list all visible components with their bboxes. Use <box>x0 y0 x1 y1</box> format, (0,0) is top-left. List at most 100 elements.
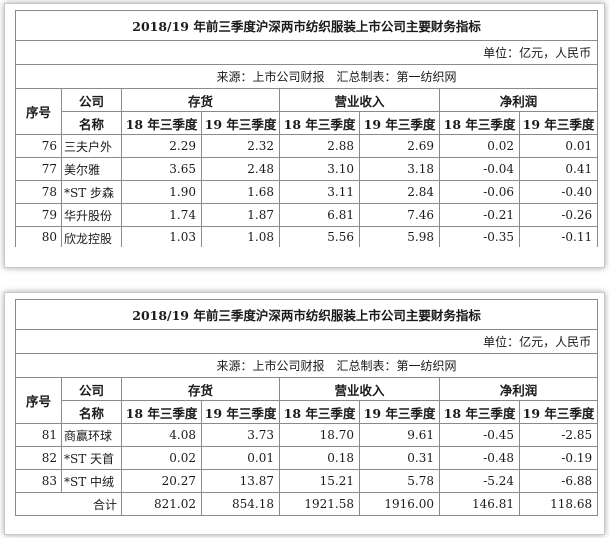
row-inv18: 1.03 <box>121 226 202 247</box>
header-inventory: 存货 <box>121 88 280 112</box>
row-company: 美尔雅 <box>61 157 122 181</box>
row-inv18: 3.65 <box>121 157 202 181</box>
row-index: 76 <box>15 134 62 158</box>
financial-table-2: 2018/19 年前三季度沪深两市纺织服装上市公司主要财务指标 单位：亿元，人民… <box>14 299 599 516</box>
table-panel-1: 2018/19 年前三季度沪深两市纺织服装上市公司主要财务指标 单位：亿元，人民… <box>4 3 605 268</box>
row-np18: -0.21 <box>439 203 520 227</box>
header-index: 序号 <box>15 88 62 135</box>
row-np18: -5.24 <box>439 469 520 493</box>
header-rev-q18: 18 年三季度 <box>279 400 360 424</box>
row-rev18: 5.56 <box>279 226 360 247</box>
unit-note: 单位：亿元，人民币 <box>14 329 599 354</box>
row-company: *ST 中绒 <box>61 469 122 493</box>
header-net-profit: 净利润 <box>438 377 599 401</box>
row-rev18: 0.18 <box>279 446 360 470</box>
row-rev18: 2.88 <box>279 134 360 158</box>
row-inv19: 1.87 <box>201 203 280 227</box>
row-rev18: 6.81 <box>279 203 360 227</box>
table-row: 82 *ST 天首 0.02 0.01 0.18 0.31 -0.48 -0.1… <box>15 446 599 470</box>
row-np19: -2.85 <box>518 423 599 447</box>
table-row: 80 欣龙控股 1.03 1.08 5.56 5.98 -0.35 -0.11 <box>15 226 599 247</box>
header-inv-q18: 18 年三季度 <box>121 111 202 135</box>
row-np18: -0.45 <box>439 423 520 447</box>
row-rev19: 5.98 <box>359 226 440 247</box>
row-index: 81 <box>15 423 62 447</box>
total-np19: 118.68 <box>518 492 599 516</box>
row-index: 80 <box>15 226 62 247</box>
unit-note: 单位：亿元，人民币 <box>14 40 599 65</box>
row-rev18: 3.11 <box>279 180 360 204</box>
table-row: 76 三夫户外 2.29 2.32 2.88 2.69 0.02 0.01 <box>15 134 599 158</box>
header-inventory: 存货 <box>121 377 280 401</box>
row-rev19: 5.78 <box>359 469 440 493</box>
row-np18: -0.04 <box>439 157 520 181</box>
row-rev19: 3.18 <box>359 157 440 181</box>
total-label: 合计 <box>15 492 122 516</box>
total-rev18: 1921.58 <box>279 492 360 516</box>
row-rev19: 0.31 <box>359 446 440 470</box>
total-row: 合计 821.02 854.18 1921.58 1916.00 146.81 … <box>15 492 599 516</box>
row-rev19: 2.84 <box>359 180 440 204</box>
row-index: 79 <box>15 203 62 227</box>
table-title: 2018/19 年前三季度沪深两市纺织服装上市公司主要财务指标 <box>14 299 599 330</box>
header-np-q18: 18 年三季度 <box>439 111 520 135</box>
row-np19: -6.88 <box>518 469 599 493</box>
table-title: 2018/19 年前三季度沪深两市纺织服装上市公司主要财务指标 <box>14 10 599 41</box>
row-inv18: 1.90 <box>121 180 202 204</box>
row-rev18: 18.70 <box>279 423 360 447</box>
header-index: 序号 <box>15 377 62 424</box>
header-rev-q19: 19 年三季度 <box>359 111 440 135</box>
row-index: 77 <box>15 157 62 181</box>
source-note: 来源：上市公司财报 汇总制表：第一纺织网 <box>14 353 599 378</box>
row-np19: -0.40 <box>518 180 599 204</box>
row-inv19: 13.87 <box>201 469 280 493</box>
row-inv18: 4.08 <box>121 423 202 447</box>
row-rev19: 2.69 <box>359 134 440 158</box>
row-np19: -0.26 <box>518 203 599 227</box>
header-revenue: 营业收入 <box>279 377 440 401</box>
header-np-q18: 18 年三季度 <box>439 400 520 424</box>
row-np19: -0.19 <box>518 446 599 470</box>
row-inv19: 1.68 <box>201 180 280 204</box>
row-index: 78 <box>15 180 62 204</box>
header-np-q19: 19 年三季度 <box>518 111 599 135</box>
row-inv19: 2.48 <box>201 157 280 181</box>
row-inv19: 2.32 <box>201 134 280 158</box>
row-company: 欣龙控股 <box>61 226 122 247</box>
total-np18: 146.81 <box>439 492 520 516</box>
row-inv18: 20.27 <box>121 469 202 493</box>
total-inv18: 821.02 <box>121 492 202 516</box>
header-np-q19: 19 年三季度 <box>518 400 599 424</box>
row-rev18: 15.21 <box>279 469 360 493</box>
table-row: 79 华升股份 1.74 1.87 6.81 7.46 -0.21 -0.26 <box>15 203 599 227</box>
row-np19: -0.11 <box>518 226 599 247</box>
row-index: 83 <box>15 469 62 493</box>
row-inv18: 2.29 <box>121 134 202 158</box>
row-np19: 0.01 <box>518 134 599 158</box>
total-rev19: 1916.00 <box>359 492 440 516</box>
header-rev-q18: 18 年三季度 <box>279 111 360 135</box>
row-inv19: 0.01 <box>201 446 280 470</box>
header-name: 名称 <box>61 111 122 135</box>
row-inv18: 0.02 <box>121 446 202 470</box>
row-company: 三夫户外 <box>61 134 122 158</box>
financial-table-1: 2018/19 年前三季度沪深两市纺织服装上市公司主要财务指标 单位：亿元，人民… <box>14 10 599 247</box>
header-revenue: 营业收入 <box>279 88 440 112</box>
row-inv19: 3.73 <box>201 423 280 447</box>
row-np18: -0.06 <box>439 180 520 204</box>
row-rev18: 3.10 <box>279 157 360 181</box>
row-rev19: 7.46 <box>359 203 440 227</box>
header-rev-q19: 19 年三季度 <box>359 400 440 424</box>
header-net-profit: 净利润 <box>438 88 599 112</box>
source-note: 来源：上市公司财报 汇总制表：第一纺织网 <box>14 64 599 89</box>
row-np18: -0.35 <box>439 226 520 247</box>
row-company: 商赢环球 <box>61 423 122 447</box>
table-panel-2: 2018/19 年前三季度沪深两市纺织服装上市公司主要财务指标 单位：亿元，人民… <box>4 292 605 535</box>
table-row: 77 美尔雅 3.65 2.48 3.10 3.18 -0.04 0.41 <box>15 157 599 181</box>
row-company: 华升股份 <box>61 203 122 227</box>
row-inv19: 1.08 <box>201 226 280 247</box>
header-company: 公司 <box>61 377 122 401</box>
header-inv-q19: 19 年三季度 <box>201 111 280 135</box>
row-rev19: 9.61 <box>359 423 440 447</box>
header-inv-q18: 18 年三季度 <box>121 400 202 424</box>
